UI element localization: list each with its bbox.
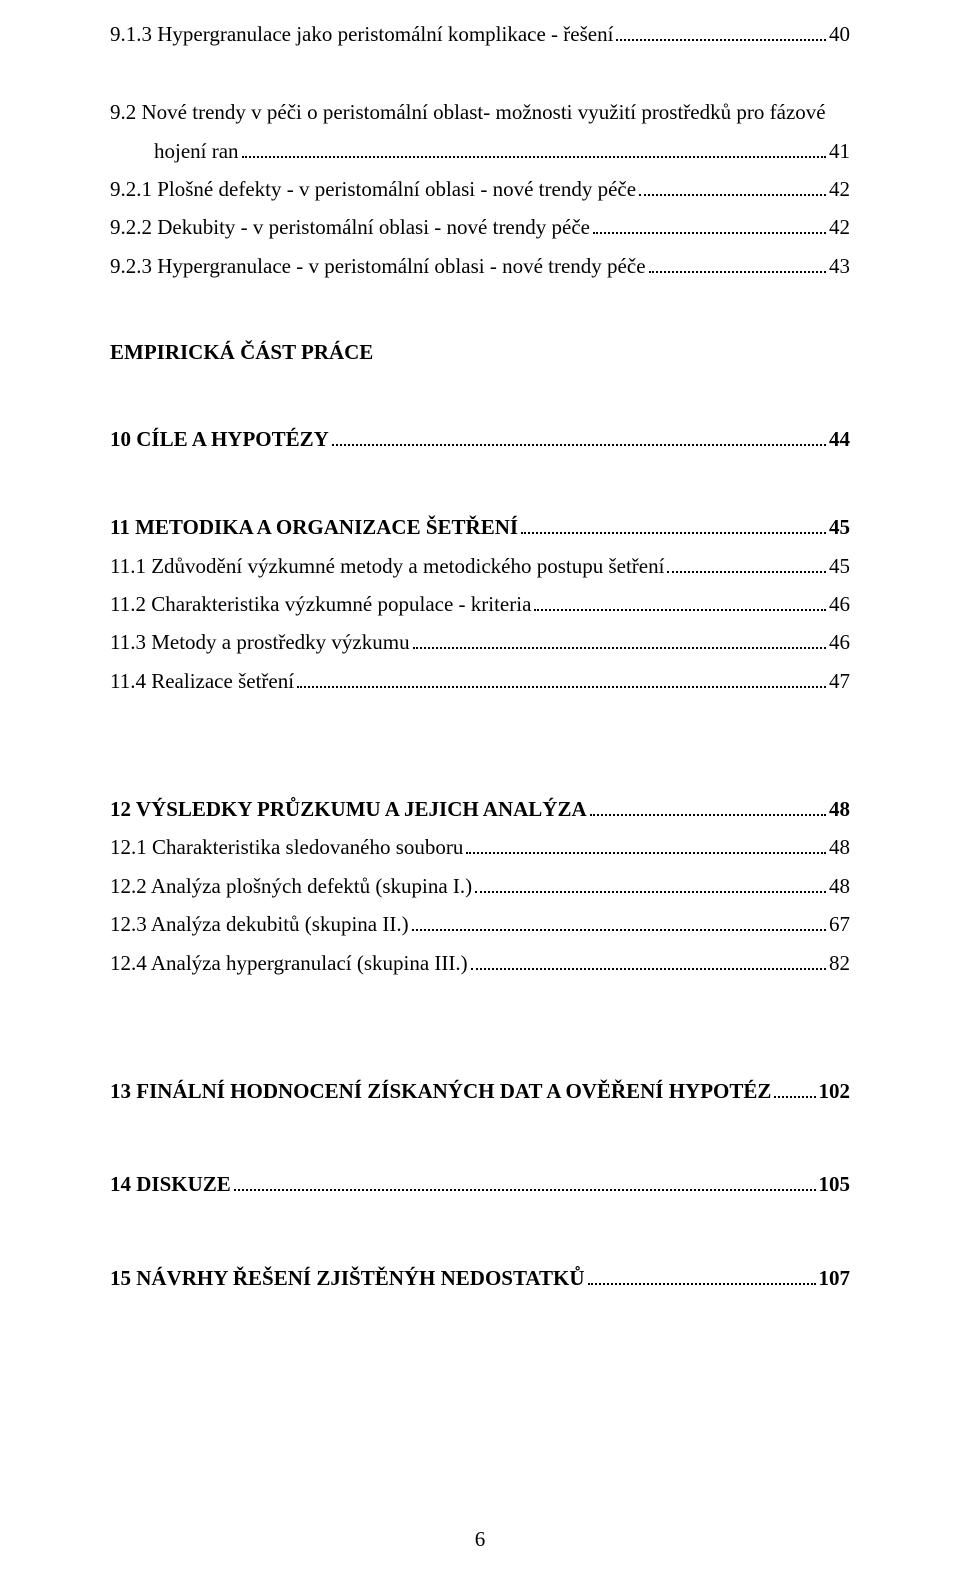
- toc-leader-dots: [588, 1267, 816, 1285]
- toc-page: 42: [829, 175, 850, 203]
- toc-leader-dots: [466, 837, 826, 855]
- page-number: 6: [0, 1527, 960, 1552]
- toc-entry-9-2-2: 9.2.2 Dekubity - v peristomální oblasi -…: [110, 213, 850, 241]
- toc-page: 48: [829, 795, 850, 823]
- toc-entry-11: 11 METODIKA A ORGANIZACE ŠETŘENÍ 45: [110, 513, 850, 541]
- toc-page: 48: [829, 872, 850, 900]
- toc-page: 45: [829, 513, 850, 541]
- toc-label: 12.4 Analýza hypergranulací (skupina III…: [110, 949, 468, 977]
- toc-label: hojení ran: [110, 137, 239, 165]
- toc-leader-dots: [471, 952, 826, 970]
- toc-leader-dots: [774, 1080, 815, 1098]
- toc-label: 15 NÁVRHY ŘEŠENÍ ZJIŠTĚNÝH NEDOSTATKŮ: [110, 1264, 585, 1292]
- toc-page: 43: [829, 252, 850, 280]
- toc-entry-9-2-line2: hojení ran 41: [110, 137, 850, 165]
- toc-page: 46: [829, 590, 850, 618]
- toc-page: 45: [829, 552, 850, 580]
- toc-page: 102: [819, 1077, 851, 1105]
- toc-label: 11.3 Metody a prostředky výzkumu: [110, 628, 410, 656]
- toc-page: 40: [829, 20, 850, 48]
- toc-entry-12-2: 12.2 Analýza plošných defektů (skupina I…: [110, 872, 850, 900]
- toc-label: 9.2.2 Dekubity - v peristomální oblasi -…: [110, 213, 590, 241]
- toc-leader-dots: [413, 632, 826, 650]
- toc-label: 12.2 Analýza plošných defektů (skupina I…: [110, 872, 472, 900]
- toc-page: 67: [829, 910, 850, 938]
- toc-entry-12-3: 12.3 Analýza dekubitů (skupina II.) 67: [110, 910, 850, 938]
- toc-label: 9.2 Nové trendy v péči o peristomální ob…: [110, 100, 826, 124]
- toc-label: 14 DISKUZE: [110, 1170, 231, 1198]
- toc-leader-dots: [297, 670, 826, 688]
- toc-leader-dots: [475, 875, 826, 893]
- toc-leader-dots: [593, 217, 826, 235]
- toc-label: 12.3 Analýza dekubitů (skupina II.): [110, 910, 409, 938]
- toc-label: 10 CÍLE A HYPOTÉZY: [110, 425, 329, 453]
- toc-entry-15: 15 NÁVRHY ŘEŠENÍ ZJIŠTĚNÝH NEDOSTATKŮ 10…: [110, 1264, 850, 1292]
- toc-leader-dots: [667, 555, 826, 573]
- toc-page: 44: [829, 425, 850, 453]
- toc-label: 12 VÝSLEDKY PRŮZKUMU A JEJICH ANALÝZA: [110, 795, 587, 823]
- toc-entry-9-2-3: 9.2.3 Hypergranulace - v peristomální ob…: [110, 252, 850, 280]
- toc-entry-11-3: 11.3 Metody a prostředky výzkumu 46: [110, 628, 850, 656]
- toc-page: 42: [829, 213, 850, 241]
- toc-label: 12.1 Charakteristika sledovaného souboru: [110, 833, 463, 861]
- toc-leader-dots: [534, 593, 826, 611]
- toc-page: 105: [819, 1170, 851, 1198]
- toc-entry-13: 13 FINÁLNÍ HODNOCENÍ ZÍSKANÝCH DAT A OVĚ…: [110, 1077, 850, 1105]
- toc-page: 82: [829, 949, 850, 977]
- toc-entry-9-2-1: 9.2.1 Plošné defekty - v peristomální ob…: [110, 175, 850, 203]
- toc-entry-9-2-line1: 9.2 Nové trendy v péči o peristomální ob…: [110, 98, 850, 126]
- toc-leader-dots: [649, 255, 826, 273]
- toc-leader-dots: [590, 798, 826, 816]
- toc-leader-dots: [616, 23, 826, 41]
- toc-entry-11-1: 11.1 Zdůvodění výzkumné metody a metodic…: [110, 552, 850, 580]
- toc-page: 41: [829, 137, 850, 165]
- toc-entry-11-4: 11.4 Realizace šetření 47: [110, 667, 850, 695]
- toc-page: 47: [829, 667, 850, 695]
- toc-entry-11-2: 11.2 Charakteristika výzkumné populace -…: [110, 590, 850, 618]
- toc-label: 9.2.3 Hypergranulace - v peristomální ob…: [110, 252, 646, 280]
- toc-entry-9-1-3: 9.1.3 Hypergranulace jako peristomální k…: [110, 20, 850, 48]
- toc-label: 13 FINÁLNÍ HODNOCENÍ ZÍSKANÝCH DAT A OVĚ…: [110, 1077, 771, 1105]
- toc-leader-dots: [521, 517, 826, 535]
- toc-label: 9.1.3 Hypergranulace jako peristomální k…: [110, 20, 613, 48]
- toc-page: 48: [829, 833, 850, 861]
- toc-entry-14: 14 DISKUZE 105: [110, 1170, 850, 1198]
- toc-leader-dots: [639, 178, 826, 196]
- toc-leader-dots: [234, 1173, 816, 1191]
- toc-page: 46: [829, 628, 850, 656]
- toc-page: 107: [819, 1264, 851, 1292]
- toc-label: 11.2 Charakteristika výzkumné populace -…: [110, 590, 531, 618]
- toc-label: 11.1 Zdůvodění výzkumné metody a metodic…: [110, 552, 664, 580]
- toc-entry-12: 12 VÝSLEDKY PRŮZKUMU A JEJICH ANALÝZA 48: [110, 795, 850, 823]
- page: 9.1.3 Hypergranulace jako peristomální k…: [0, 0, 960, 1588]
- toc-entry-12-4: 12.4 Analýza hypergranulací (skupina III…: [110, 949, 850, 977]
- section-heading-empiricka: EMPIRICKÁ ČÁST PRÁCE: [110, 340, 850, 365]
- toc-label: 9.2.1 Plošné defekty - v peristomální ob…: [110, 175, 636, 203]
- toc-entry-10: 10 CÍLE A HYPOTÉZY 44: [110, 425, 850, 453]
- toc-leader-dots: [412, 913, 826, 931]
- toc-entry-12-1: 12.1 Charakteristika sledovaného souboru…: [110, 833, 850, 861]
- toc-leader-dots: [332, 428, 826, 446]
- toc-leader-dots: [242, 140, 826, 158]
- toc-label: 11.4 Realizace šetření: [110, 667, 294, 695]
- toc-label: 11 METODIKA A ORGANIZACE ŠETŘENÍ: [110, 513, 518, 541]
